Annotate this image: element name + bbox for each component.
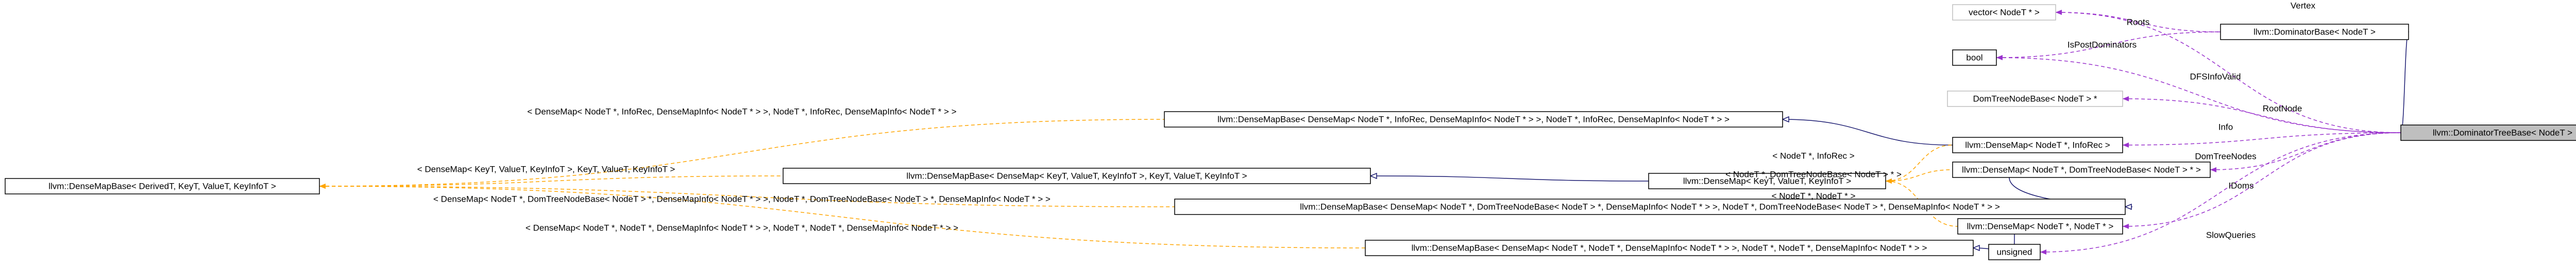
edge-label: IsPostDominators [2067,40,2137,49]
class-node [2220,24,2409,40]
inheritance-edge [1783,119,1953,146]
class-name: llvm::DenseMap< NodeT *, NodeT * > [1967,221,2114,231]
edge-label: SlowQueries [2206,230,2256,240]
edge-label: IDoms [2228,181,2253,190]
template-edge [319,175,784,189]
class-name: bool [1966,52,1982,62]
class-name: llvm::DenseMapBase< DenseMap< NodeT *, I… [1217,114,1730,124]
edge-label: DFSInfoValid [2190,72,2241,81]
usage-edge [2040,132,2401,255]
edge-label: < DenseMap< NodeT *, NodeT *, DenseMapIn… [526,223,958,233]
edge-label: Vertex [2291,1,2316,10]
usage-edge [1996,55,2401,133]
class-node [2400,124,2576,141]
template-edge [1885,169,1953,184]
class-name: llvm::DenseMap< NodeT *, InfoRec > [1965,140,2110,150]
class-name: llvm::DenseMap< KeyT, ValueT, KeyInfoT > [1683,176,1851,186]
usage-edge [2122,132,2401,148]
class-name: vector< NodeT * > [1969,7,2040,17]
class-name: llvm::DominatorBase< NodeT > [2253,27,2376,37]
class-node [1174,199,2126,215]
inheritance-edge [1370,176,1649,182]
class-node [1952,49,1997,66]
class-name: llvm::DenseMapBase< DenseMap< NodeT *, D… [1300,202,2000,211]
class-node [1952,137,2123,153]
template-edge [319,184,1175,207]
usage-edge [1996,31,2221,60]
class-name: llvm::DenseMapBase< DerivedT, KeyT, Valu… [48,181,276,191]
usage-edge [2055,10,2401,133]
class-node [1947,91,2123,107]
edge-label: < NodeT *, NodeT * > [1772,191,1856,201]
edge-label: < DenseMap< NodeT *, DomTreeNodeBase< No… [433,194,1050,204]
edge-label: < DenseMap< NodeT *, InfoRec, DenseMapIn… [527,106,956,116]
class-node [1957,218,2123,235]
class-name: llvm::DenseMap< NodeT *, DomTreeNodeBase… [1962,165,2201,174]
template-edge [319,119,1165,189]
usage-edge [2122,96,2401,133]
edge-label: DomTreeNodes [2195,151,2256,161]
class-name: llvm::DenseMapBase< DenseMap< KeyT, Valu… [906,171,1247,181]
template-edge [319,184,1366,248]
nodes: vector< NodeT * >llvm::DominatorBase< No… [5,4,2576,260]
edge-label: < NodeT *, InfoRec > [1772,151,1854,160]
usage-edge [2055,10,2221,32]
class-name: DomTreeNodeBase< NodeT > * [1973,94,2097,103]
edge-label: < DenseMap< KeyT, ValueT, KeyInfoT >, Ke… [417,164,675,174]
class-node [1365,240,1974,256]
class-name: unsigned [1996,247,2032,257]
class-node [783,168,1371,184]
class-node [1952,162,2211,178]
class-node [1648,173,1886,189]
class-name: llvm::DenseMapBase< DenseMap< NodeT *, N… [1412,243,1927,253]
class-name: llvm::DominatorTreeBase< NodeT > [2433,128,2572,137]
template-edge [1885,145,1953,184]
class-node [1952,4,2056,21]
class-node [1988,244,2041,260]
class-node [5,178,320,194]
edge-labels: Vertex Roots IsPostDominators DFSInfoValid R… [417,1,2316,240]
edge-label: RootNode [2263,103,2302,113]
edge-label: < NodeT *, DomTreeNodeBase< NodeT > * > [1725,169,1902,179]
edge-label: Roots [2127,17,2149,27]
class-node [1164,111,1783,128]
edge-label: Info [2218,122,2233,132]
